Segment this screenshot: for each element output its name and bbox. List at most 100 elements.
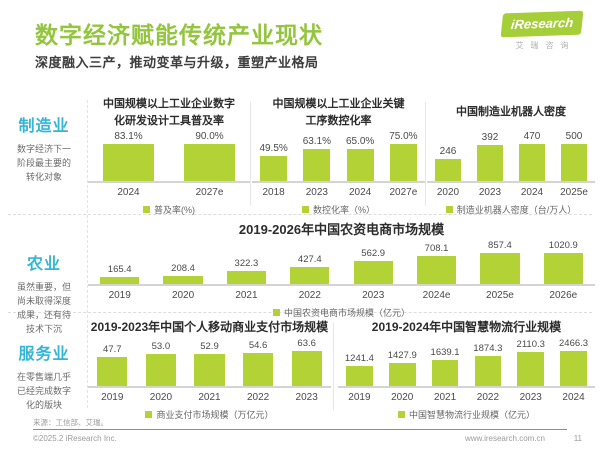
bar-value-label: 2110.3 xyxy=(516,339,545,351)
chart-divider xyxy=(333,322,334,410)
bar-value-label: 53.0 xyxy=(151,341,171,353)
bar xyxy=(480,253,520,284)
bar xyxy=(346,148,374,181)
x-tick-label: 2019 xyxy=(101,392,124,403)
legend: 中国智慧物流行业规模（亿元） xyxy=(338,408,595,421)
x-tick-label: 2023 xyxy=(295,392,318,403)
bar-value-label: 1020.9 xyxy=(548,240,578,251)
x-tick-label: 2024 xyxy=(520,187,544,198)
bar-value-label: 470 xyxy=(523,131,541,142)
legend-swatch xyxy=(145,411,153,418)
page-number: 11 xyxy=(573,434,582,443)
chart-robot-density: 中国制造业机器人密度 246 392 470 500 2020 2023 2024 2025… xyxy=(427,95,595,216)
footer-divider xyxy=(33,429,567,430)
bar-column: 246 xyxy=(427,131,469,181)
legend: 数控化率（%） xyxy=(252,203,425,216)
sidebar-section-label: 农业 xyxy=(26,256,61,273)
legend: 制造业机器人密度（台/万人） xyxy=(427,203,595,216)
bar-value-label: 2466.3 xyxy=(559,338,589,349)
iresearch-logo-subtext: 艾瑞咨询 xyxy=(515,41,576,50)
bar xyxy=(543,253,583,284)
legend-label: 普及率(%) xyxy=(154,205,195,215)
chart-title: 2019-2024年中国智慧物流行业规模 xyxy=(371,319,562,334)
x-tick-label: 2020 xyxy=(171,290,195,301)
website-link[interactable]: www.iresearch.com.cn xyxy=(464,434,545,443)
bar xyxy=(434,158,462,181)
sidebar-section-agriculture: 农业 虽然重要，但尚未取得深度成果，还有待技术下沉 xyxy=(0,250,88,337)
bar xyxy=(416,255,457,284)
x-tick-label: 2021 xyxy=(433,392,457,403)
chart-mobile-payment: 2019-2023年中国个人移动商业支付市场规模 47.7 53.0 52.9 54.… xyxy=(88,316,331,421)
legend-label: 商业支付市场规模（万亿元） xyxy=(156,410,274,420)
bar xyxy=(194,354,225,386)
bar-value-label: 54.6 xyxy=(248,340,268,352)
legend-swatch xyxy=(445,206,453,213)
legend-label: 数控化率（%） xyxy=(312,205,375,215)
x-tick-label: 2023 xyxy=(478,187,502,198)
chart-title: 2019-2026年中国农资电商市场规模 xyxy=(238,221,445,237)
legend-swatch xyxy=(301,206,309,213)
x-tick-label: 2027e xyxy=(195,187,224,198)
bar xyxy=(260,156,288,181)
legend-label: 中国智慧物流行业规模（亿元） xyxy=(408,410,535,420)
bar-value-label: 1241.4 xyxy=(344,353,374,365)
bar xyxy=(163,275,203,284)
chart-title: 中国制造业机器人密度 xyxy=(456,106,566,119)
x-tick-label: 2020 xyxy=(149,392,173,403)
x-tick-label: 2022 xyxy=(246,392,270,403)
bar xyxy=(145,354,176,386)
bar-column: 63.1% xyxy=(295,131,338,181)
bar-column: 75.0% xyxy=(382,131,425,181)
plot-area: 246 392 470 500 xyxy=(427,131,595,183)
plot-area: 47.7 53.0 52.9 54.6 63.6 xyxy=(88,338,331,388)
x-tick-label: 2024 xyxy=(117,187,140,198)
copyright: ©2025.2 iResearch Inc. xyxy=(33,434,117,443)
legend: 普及率(%) xyxy=(88,203,250,216)
bar-value-label: 49.5% xyxy=(259,143,288,155)
bar-column: 54.6 xyxy=(234,338,283,386)
bar xyxy=(97,357,128,386)
legend-swatch xyxy=(272,309,280,316)
bar-column: 2466.3 xyxy=(552,338,595,386)
x-tick-label: 2024 xyxy=(349,187,372,198)
iresearch-logo: iResearch 艾瑞咨询 xyxy=(500,10,584,51)
bar xyxy=(291,351,322,386)
bar-column: 708.1 xyxy=(405,240,468,284)
bar-column: 52.9 xyxy=(185,338,234,386)
bar-value-label: 322.3 xyxy=(234,258,259,270)
bar-value-label: 63.1% xyxy=(302,136,332,148)
bar xyxy=(100,277,140,284)
bar-value-label: 1874.3 xyxy=(473,343,503,355)
bar-value-label: 90.0% xyxy=(195,131,224,142)
sidebar-section-services: 服务业 在零售端几乎已经完成数字化的版块 xyxy=(0,340,88,413)
chart-agri-ecommerce: 2019-2026年中国农资电商市场规模 165.4 208.4 322.3 427.… xyxy=(88,218,595,319)
bar-value-label: 392 xyxy=(481,132,499,144)
x-axis-labels: 2018 2023 2024 2027e xyxy=(252,183,425,198)
legend-label: 中国农资电商市场规模（亿元） xyxy=(283,308,410,318)
x-axis-labels: 2020 2023 2024 2025e xyxy=(427,183,595,198)
bar-column: 500 xyxy=(553,131,595,181)
sidebar-section-manufacturing: 制造业 数字经济下一阶段最主要的转化对象 xyxy=(0,112,88,185)
bar xyxy=(560,144,588,181)
bar xyxy=(103,144,154,181)
x-tick-label: 2025e xyxy=(486,290,514,301)
bar-value-label: 165.4 xyxy=(107,264,132,276)
x-tick-label: 2024 xyxy=(562,392,585,403)
chart-divider xyxy=(425,102,426,206)
bar-value-label: 427.4 xyxy=(297,253,322,265)
bar-value-label: 857.4 xyxy=(488,240,512,251)
legend-swatch xyxy=(143,206,150,213)
row-divider xyxy=(8,214,592,215)
bar-column: 49.5% xyxy=(252,131,295,181)
chart-title: 中国规模以上工业企业关键工序数控化率 xyxy=(272,97,405,127)
x-tick-label: 2022 xyxy=(476,392,500,403)
bar-value-label: 246 xyxy=(439,145,457,157)
bar xyxy=(243,353,274,386)
chart-divider xyxy=(250,102,251,206)
plot-area: 49.5% 63.1% 65.0% 75.0% xyxy=(252,131,425,183)
legend-swatch xyxy=(397,411,405,418)
bar xyxy=(431,359,459,386)
bar-column: 83.1% xyxy=(88,131,169,181)
bar-column: 322.3 xyxy=(215,240,278,284)
